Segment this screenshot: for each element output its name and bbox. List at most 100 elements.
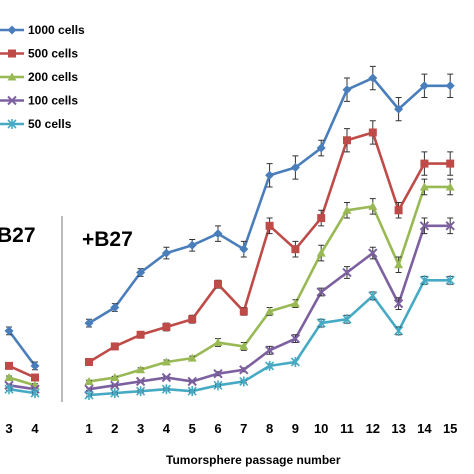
data-point	[342, 205, 352, 214]
data-point	[394, 260, 404, 269]
data-point	[110, 373, 120, 382]
x-tick-label: 13	[391, 421, 405, 436]
legend-marker	[7, 95, 17, 106]
x-tick-label: 9	[292, 421, 299, 436]
data-point	[187, 386, 197, 397]
data-point	[445, 275, 455, 286]
x-tick-label: 10	[314, 421, 328, 436]
data-point	[290, 299, 300, 308]
data-point	[188, 315, 197, 324]
x-tick-label: 3	[5, 421, 12, 436]
series-line-4-panel-0	[8, 387, 36, 395]
data-point	[239, 365, 249, 375]
data-point	[239, 244, 249, 254]
data-point	[290, 356, 300, 367]
legend-entry: 500 cells	[28, 47, 78, 61]
series-line-1-panel-0	[8, 364, 36, 379]
data-point	[316, 143, 326, 153]
data-point	[419, 182, 429, 191]
data-point	[445, 182, 455, 191]
data-point	[316, 318, 326, 329]
data-point	[394, 104, 404, 114]
data-point	[265, 306, 275, 315]
data-point	[368, 290, 378, 301]
data-point	[265, 360, 275, 371]
data-point	[419, 221, 430, 231]
x-tick-label: 3	[137, 421, 144, 436]
panel-label-plus-b27: +B27	[82, 228, 133, 251]
data-point	[161, 372, 172, 383]
data-point	[445, 221, 455, 231]
data-point	[136, 365, 146, 374]
data-point	[213, 368, 223, 379]
data-point	[317, 214, 326, 223]
data-point	[136, 330, 145, 339]
data-point	[239, 341, 249, 350]
data-point	[161, 248, 171, 258]
data-point	[4, 373, 14, 382]
legend-marker	[7, 72, 17, 81]
data-point	[136, 268, 146, 278]
data-point	[265, 221, 274, 230]
data-point	[31, 373, 39, 382]
x-tick-label: 4	[163, 421, 171, 436]
data-point	[110, 388, 120, 399]
data-point	[343, 136, 351, 145]
legend: 1000 cells 500 cells 200 cells 100 cells 50 …	[0, 23, 85, 131]
series-line-2-panel-0	[8, 376, 36, 387]
x-tick-label: 12	[366, 421, 380, 436]
data-point	[446, 159, 455, 168]
legend-entry: 200 cells	[28, 70, 78, 84]
data-point	[316, 248, 326, 257]
data-point	[264, 345, 275, 356]
data-point	[368, 201, 378, 210]
x-tick-label: 6	[214, 421, 221, 436]
data-point	[393, 298, 404, 309]
data-point	[162, 322, 171, 331]
data-point	[420, 159, 429, 168]
legend-marker	[7, 119, 17, 129]
x-tick-label: 4	[31, 421, 39, 436]
x-tick-label: 11	[340, 421, 354, 436]
data-point	[419, 81, 429, 91]
data-point	[239, 307, 248, 316]
series-line-0-panel-0	[7, 330, 37, 367]
data-point	[265, 170, 275, 180]
data-point	[84, 390, 94, 401]
data-point	[290, 162, 300, 172]
data-point	[4, 326, 14, 336]
plot-area	[4, 65, 455, 401]
data-point	[394, 325, 404, 336]
x-tick-label: 1	[85, 421, 92, 436]
data-point	[214, 280, 222, 289]
x-tick-label: 7	[240, 421, 247, 436]
data-point	[161, 357, 171, 366]
data-point	[84, 318, 94, 328]
data-point	[316, 287, 326, 297]
data-point	[187, 376, 197, 387]
legend-entry: 1000 cells	[28, 23, 85, 37]
data-point	[84, 376, 94, 385]
data-point	[213, 380, 223, 391]
legend-marker	[8, 49, 16, 58]
data-point	[85, 357, 93, 366]
data-point	[213, 338, 223, 347]
x-axis-ticks: 3 4 1 2 3 4 5 6 7 8 9 10 11 12 13 14 15	[5, 421, 457, 436]
data-point	[110, 380, 120, 391]
x-tick-label: 15	[443, 421, 457, 436]
data-point	[291, 245, 300, 254]
legend-marker	[7, 25, 17, 35]
data-point	[110, 303, 120, 313]
data-point	[136, 386, 146, 397]
data-point	[135, 376, 146, 387]
data-point	[110, 342, 119, 351]
data-point	[445, 81, 455, 91]
data-point	[368, 248, 378, 258]
data-point	[187, 240, 197, 250]
data-point	[30, 361, 40, 371]
data-point	[342, 267, 352, 278]
x-tick-label: 14	[417, 421, 432, 436]
data-point	[239, 376, 249, 387]
x-axis-title: Tumorsphere passage number	[166, 453, 341, 467]
